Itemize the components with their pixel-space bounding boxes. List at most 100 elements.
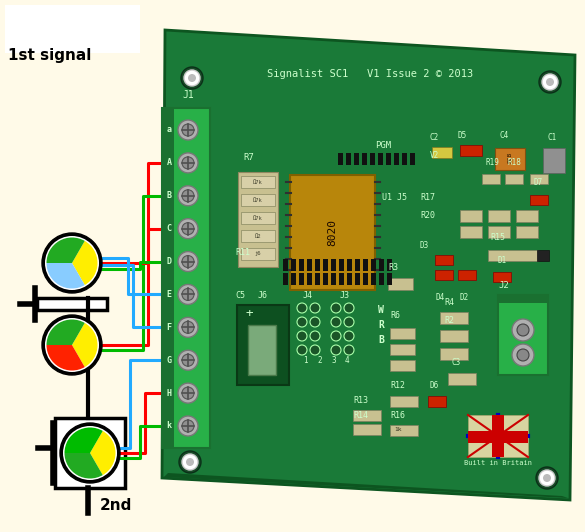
Bar [448,373,476,385]
Text: D2: D2 [460,293,469,302]
Circle shape [182,321,194,334]
Bar [394,153,399,165]
Bar [291,273,296,285]
Text: Built in Britain: Built in Britain [464,460,532,466]
Circle shape [182,223,194,235]
Bar [440,312,468,324]
Text: C: C [167,224,171,233]
Circle shape [182,454,198,470]
Circle shape [184,70,200,86]
Circle shape [297,331,307,341]
Circle shape [182,420,194,432]
Text: j6: j6 [254,252,261,256]
Bar [543,148,565,173]
Bar [460,210,482,222]
Wedge shape [64,453,103,478]
Bar [440,348,468,360]
Bar [492,415,504,457]
Bar [498,295,548,375]
Circle shape [186,458,194,466]
Text: R18: R18 [508,158,522,167]
Bar [241,230,275,242]
Wedge shape [46,263,85,288]
Circle shape [512,344,534,366]
Bar [363,259,368,271]
Circle shape [517,349,529,361]
Bar [355,273,360,285]
Bar [379,273,384,285]
Bar [237,305,289,385]
Bar [371,259,376,271]
Bar [353,410,381,421]
Text: R16: R16 [390,411,405,420]
Bar [488,226,510,238]
Text: D6: D6 [430,381,439,390]
Bar [338,153,343,165]
Bar [493,272,511,282]
Text: Ω7k: Ω7k [253,215,263,220]
Bar [495,148,525,170]
Text: B: B [378,335,384,345]
Bar [238,172,278,267]
Text: 2: 2 [317,356,322,365]
Text: C1: C1 [548,133,558,142]
Text: C2: C2 [430,133,439,142]
Circle shape [182,288,194,301]
Bar [378,153,383,165]
Bar [390,396,418,407]
Circle shape [297,303,307,313]
Polygon shape [162,30,575,500]
Circle shape [543,474,551,482]
Circle shape [181,67,203,89]
Circle shape [182,255,194,268]
Circle shape [310,331,320,341]
Bar [248,325,276,375]
Text: J1: J1 [182,90,194,100]
Wedge shape [64,428,103,453]
Bar [241,248,275,260]
Circle shape [178,383,198,403]
Circle shape [45,318,99,372]
Text: 1: 1 [303,356,308,365]
Text: R11: R11 [235,248,250,257]
Text: 1k: 1k [394,427,401,432]
Bar [37,298,107,310]
Circle shape [542,74,558,90]
Bar [339,259,344,271]
Bar [498,295,548,303]
Text: 1st signal: 1st signal [8,48,91,63]
Circle shape [178,186,198,206]
Circle shape [539,470,555,486]
Bar [387,259,392,271]
Text: R15: R15 [490,233,505,242]
Circle shape [310,317,320,327]
Circle shape [344,303,354,313]
Circle shape [182,387,194,399]
Text: R17: R17 [420,193,435,202]
Bar [331,273,336,285]
Circle shape [178,285,198,304]
Text: R2: R2 [444,316,454,325]
Bar [432,147,452,158]
Bar [339,273,344,285]
Bar [346,153,351,165]
Bar [307,259,312,271]
Bar [410,153,415,165]
Text: R3: R3 [388,263,398,272]
Text: A: A [167,159,171,168]
Text: J2: J2 [498,281,509,290]
Bar [530,195,548,205]
Bar [488,210,510,222]
Bar [428,396,446,407]
Circle shape [182,354,194,366]
Bar [530,174,548,184]
Bar [435,255,453,265]
Text: E: E [167,290,171,299]
Text: R14: R14 [353,411,368,420]
Bar [386,153,391,165]
Bar [323,259,328,271]
Circle shape [178,120,198,140]
Circle shape [182,157,194,169]
Bar [241,176,275,188]
Circle shape [60,423,120,483]
